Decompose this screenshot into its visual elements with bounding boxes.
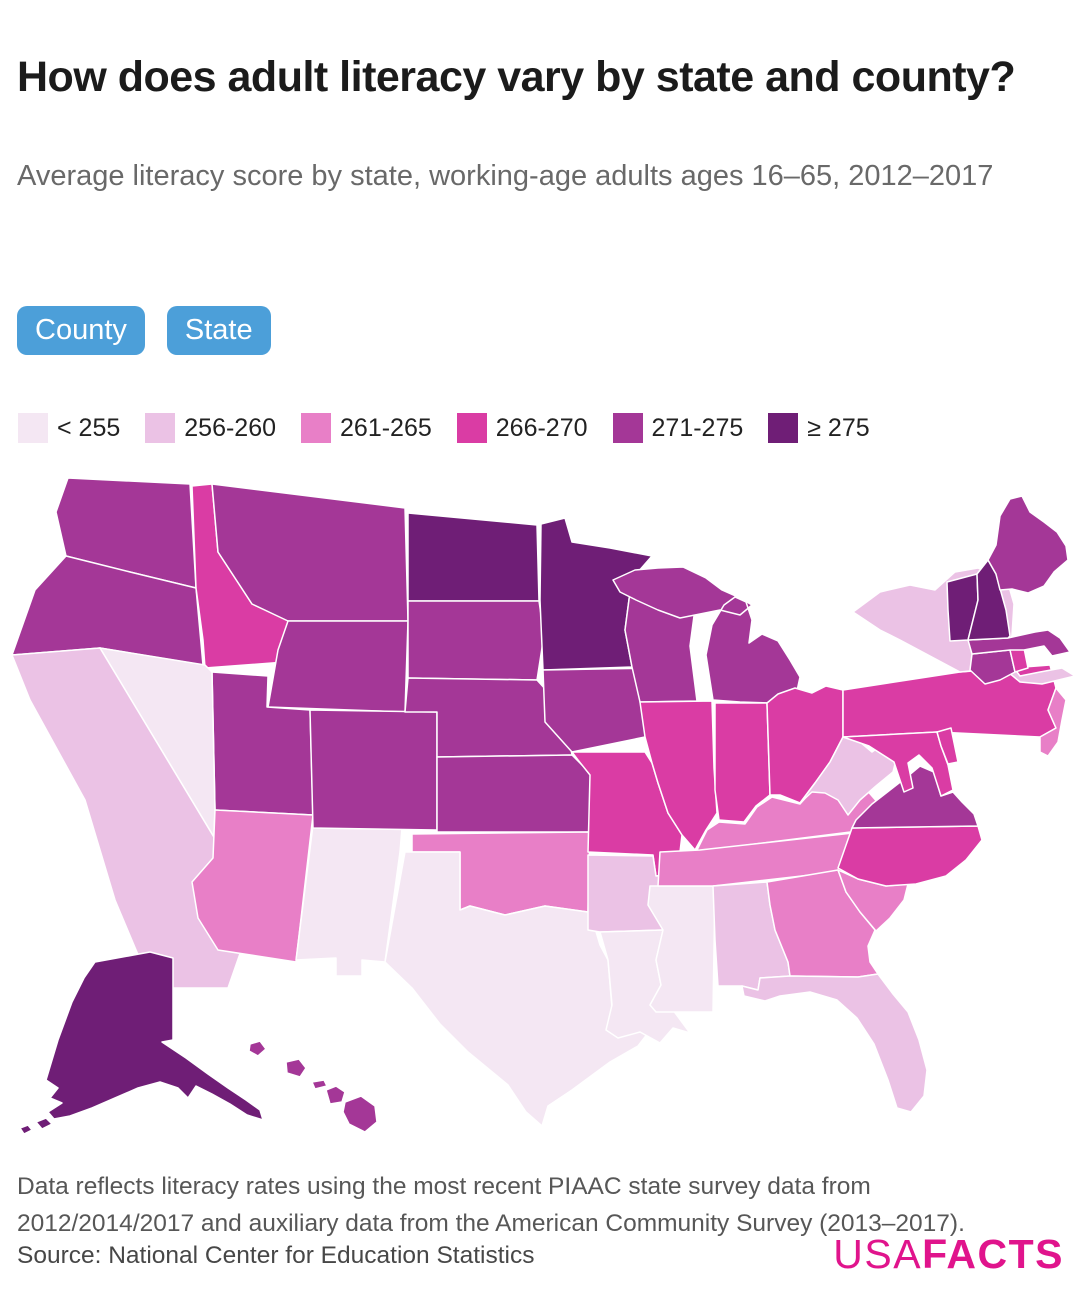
legend-label: 256-260 [184, 413, 277, 442]
state-MS[interactable] [647, 885, 716, 1013]
legend-swatch [301, 413, 332, 443]
state-ME[interactable] [987, 495, 1069, 594]
logo-usa: USA [833, 1231, 923, 1277]
state-CA[interactable] [11, 647, 254, 989]
legend-swatch [456, 413, 487, 443]
legend: < 255 256-260 261-265 266-270 271-275 ≥ … [18, 413, 870, 443]
state-NC[interactable] [837, 825, 983, 887]
state-NJ[interactable] [1039, 687, 1067, 757]
state-AK[interactable] [19, 951, 264, 1135]
us-choropleth-map [0, 460, 1080, 1170]
state-AZ[interactable] [191, 809, 314, 963]
logo-facts: FACTS [922, 1231, 1064, 1277]
legend-label: 261-265 [340, 413, 432, 442]
page-title: How does adult literacy vary by state an… [17, 52, 1016, 101]
legend-item: ≥ 275 [768, 413, 870, 443]
legend-label: 271-275 [651, 413, 744, 442]
state-toggle-button[interactable]: State [166, 306, 271, 355]
state-KS[interactable] [436, 754, 593, 833]
legend-swatch [612, 413, 643, 443]
legend-label: < 255 [57, 413, 121, 442]
legend-swatch [18, 413, 48, 443]
state-DE[interactable] [936, 727, 959, 765]
state-FL[interactable] [741, 973, 928, 1113]
legend-item: 266-270 [456, 413, 588, 443]
view-toggle-group: County State [17, 306, 271, 355]
legend-label: 266-270 [495, 413, 588, 442]
state-WY[interactable] [267, 620, 409, 713]
state-CO[interactable] [309, 709, 438, 831]
legend-item: 256-260 [145, 413, 276, 443]
state-MA[interactable] [967, 629, 1071, 657]
legend-item: 271-275 [612, 413, 744, 443]
legend-swatch [768, 413, 799, 443]
state-SD[interactable] [407, 600, 545, 681]
state-ND[interactable] [407, 512, 540, 602]
state-HI[interactable] [248, 1040, 378, 1133]
county-toggle-button[interactable]: County [17, 306, 145, 355]
state-NM[interactable] [295, 824, 403, 977]
legend-item: < 255 [18, 413, 120, 443]
legend-item: 261-265 [301, 413, 432, 443]
state-IL[interactable] [639, 700, 718, 851]
legend-swatch [145, 413, 176, 443]
legend-label: ≥ 275 [807, 413, 870, 442]
usafacts-logo: USAFACTS [833, 1231, 1064, 1278]
data-note: Data reflects literacy rates using the m… [17, 1173, 965, 1237]
source-text: Source: National Center for Education St… [17, 1242, 535, 1269]
page-subtitle: Average literacy score by state, working… [17, 160, 994, 192]
